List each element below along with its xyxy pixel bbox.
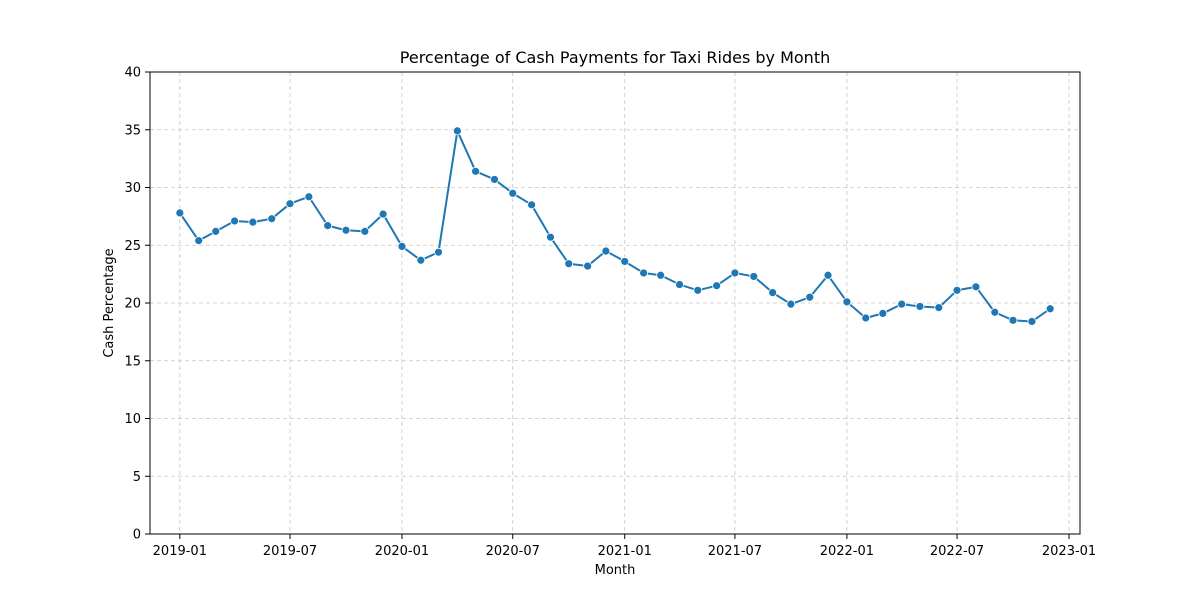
data-point xyxy=(175,208,185,218)
data-point xyxy=(1045,304,1055,314)
x-tick-label: 2020-01 xyxy=(375,544,429,559)
x-tick-label: 2020-07 xyxy=(486,544,540,559)
x-tick-label: 2019-01 xyxy=(153,544,207,559)
data-point xyxy=(434,247,443,257)
data-point xyxy=(620,257,630,266)
data-point xyxy=(1027,317,1037,326)
data-point xyxy=(971,282,981,292)
data-point xyxy=(639,268,649,278)
x-tick-label: 2022-07 xyxy=(930,544,984,559)
axis-ticks: 0 5 10 15 20 25 30 35 40 2019-01 2019-07 2020-01 202… xyxy=(124,66,1096,560)
data-point xyxy=(601,246,611,256)
data-point xyxy=(990,307,1000,317)
y-tick-label: 20 xyxy=(124,297,141,312)
data-point xyxy=(934,303,944,313)
x-tick-label: 2022-01 xyxy=(820,544,874,559)
data-point xyxy=(211,226,221,236)
y-tick-label: 5 xyxy=(133,470,141,485)
data-series xyxy=(175,126,1055,326)
data-point xyxy=(823,270,833,280)
data-point xyxy=(842,297,852,307)
data-point xyxy=(730,268,740,278)
data-point xyxy=(712,281,722,291)
series-line xyxy=(178,129,1051,323)
data-point xyxy=(768,288,778,298)
y-tick-label: 0 xyxy=(133,528,141,543)
data-point xyxy=(304,192,314,202)
data-point xyxy=(915,302,925,311)
data-point xyxy=(360,226,370,236)
data-point xyxy=(527,200,537,210)
data-point xyxy=(583,261,593,271)
data-point xyxy=(416,255,426,265)
y-axis-label: Cash Percentage xyxy=(102,248,117,357)
data-point xyxy=(194,236,204,246)
data-point xyxy=(248,217,258,227)
data-point xyxy=(805,292,815,302)
data-point xyxy=(341,225,351,235)
data-point xyxy=(323,221,333,231)
data-point xyxy=(285,199,295,209)
data-point xyxy=(861,313,871,323)
x-axis-label: Month xyxy=(595,563,636,578)
data-point xyxy=(786,299,796,309)
y-tick-label: 25 xyxy=(124,239,141,254)
data-point xyxy=(675,280,684,289)
y-tick-label: 10 xyxy=(124,412,141,427)
data-point xyxy=(452,126,462,136)
y-tick-label: 35 xyxy=(124,123,141,138)
x-tick-label: 2023-01 xyxy=(1042,544,1096,559)
data-point xyxy=(230,216,240,226)
data-point xyxy=(397,242,407,251)
data-point xyxy=(952,285,962,295)
data-point xyxy=(1008,315,1018,325)
grid xyxy=(150,71,1080,535)
y-tick-label: 30 xyxy=(124,181,141,196)
data-point xyxy=(267,214,277,224)
data-point xyxy=(471,166,481,176)
data-point xyxy=(564,259,574,269)
data-point xyxy=(490,175,499,184)
data-point xyxy=(508,188,518,198)
data-point xyxy=(546,232,555,242)
data-point xyxy=(897,299,907,309)
data-point xyxy=(378,209,388,219)
chart-title: Percentage of Cash Payments for Taxi Rid… xyxy=(400,48,830,67)
y-tick-label: 40 xyxy=(124,66,141,81)
data-point xyxy=(693,285,703,295)
data-point xyxy=(749,272,759,281)
x-tick-label: 2019-07 xyxy=(263,544,317,559)
data-point xyxy=(656,270,666,280)
data-point xyxy=(878,308,888,318)
y-tick-label: 15 xyxy=(124,354,141,369)
x-tick-label: 2021-01 xyxy=(598,544,652,559)
x-tick-label: 2021-07 xyxy=(708,544,762,559)
